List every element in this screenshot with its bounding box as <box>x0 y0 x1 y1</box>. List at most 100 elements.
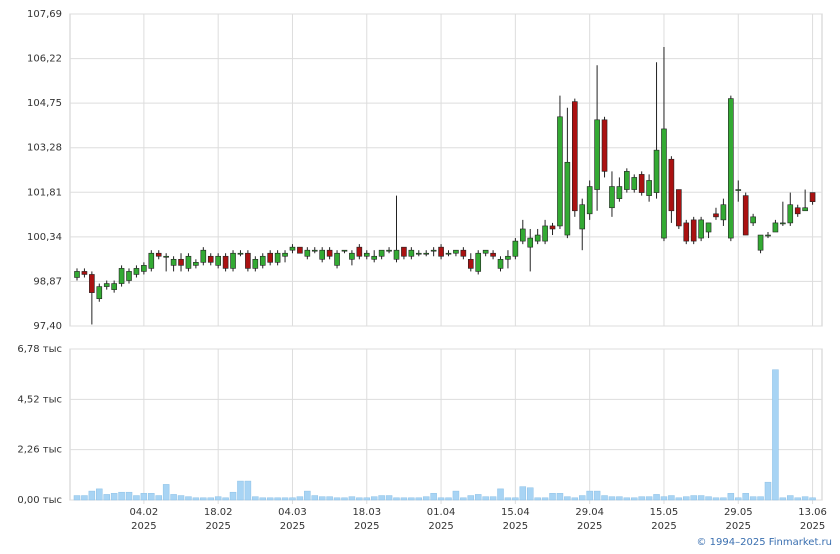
volume-bar <box>727 493 735 501</box>
candle-body <box>118 268 125 284</box>
volume-bar <box>742 493 749 501</box>
volume-bar <box>578 495 586 501</box>
volume-bar <box>430 493 437 501</box>
volume-bar <box>415 497 423 501</box>
volume-bar <box>222 497 229 501</box>
volume-bar <box>764 481 772 501</box>
candle-body <box>534 234 541 242</box>
volume-bar <box>400 497 408 501</box>
candle-body <box>297 246 303 254</box>
candle-body <box>549 225 556 230</box>
volume-bar <box>177 495 185 501</box>
volume-bar <box>787 495 794 501</box>
candle-body <box>646 180 652 196</box>
candle-body <box>334 252 340 266</box>
candle-body <box>89 274 95 293</box>
candle-body <box>616 186 623 199</box>
volume-bar <box>683 496 690 501</box>
candle-body <box>631 177 638 190</box>
candle-body <box>750 216 756 224</box>
volume-bar <box>779 497 787 501</box>
volume-bar <box>252 496 259 501</box>
candle-body <box>148 252 155 269</box>
candle-body <box>155 252 162 257</box>
volume-bar <box>452 490 460 501</box>
candle-body <box>787 204 794 224</box>
volume-bar <box>720 497 727 501</box>
volume-bar <box>601 495 608 501</box>
candle-body <box>363 252 370 257</box>
candle-body <box>445 252 452 255</box>
volume-bar <box>81 495 88 501</box>
y-tick-label: 2,26 тыс <box>17 445 62 456</box>
volume-bar <box>556 493 564 501</box>
candle-body <box>81 271 88 275</box>
volume-bar <box>363 497 371 501</box>
volume-bar <box>378 495 385 501</box>
volume-bar <box>705 496 712 501</box>
candle-body <box>341 249 348 252</box>
volume-bar <box>586 490 593 501</box>
volume-bar <box>422 496 430 501</box>
candle-body <box>713 213 719 218</box>
candle-body <box>259 255 266 266</box>
x-tick-year: 2025 <box>726 521 751 532</box>
candle-body <box>74 271 80 278</box>
candle-body <box>676 189 682 227</box>
volume-bar <box>192 497 200 501</box>
y-tick-label: 4,52 тыс <box>17 394 62 405</box>
volume-bar <box>244 480 252 501</box>
candle-body <box>683 222 690 242</box>
candle-body <box>453 249 459 254</box>
x-tick-label: 15.05 <box>650 507 679 518</box>
candle-body <box>460 249 467 257</box>
volume-bar <box>638 496 645 501</box>
volume-bar <box>623 497 631 501</box>
volume-bar <box>697 495 705 501</box>
candle-body <box>230 252 236 269</box>
volume-bar <box>266 497 274 501</box>
candle-body <box>96 286 103 300</box>
candle-body <box>705 222 712 233</box>
plot-area <box>69 13 823 327</box>
candle-body <box>304 249 311 257</box>
candle-body <box>245 252 251 269</box>
volume-bar <box>96 488 103 501</box>
candle-body <box>757 234 764 251</box>
volume-bar <box>712 497 720 501</box>
volume-bar <box>311 495 319 501</box>
volume-bar <box>593 490 601 501</box>
candle-body <box>609 186 615 209</box>
candle-body <box>794 207 801 215</box>
volume-bar <box>467 495 475 501</box>
volume-bar <box>549 493 556 501</box>
volume-bar <box>259 497 266 501</box>
candle-body <box>475 252 482 272</box>
candle-body <box>809 192 816 202</box>
candle-body <box>557 116 563 227</box>
x-tick-year: 2025 <box>651 521 676 532</box>
candle-body <box>215 255 221 266</box>
volume-bar <box>564 496 571 501</box>
candle-body <box>467 258 474 269</box>
candle-body <box>200 249 207 263</box>
x-tick-label: 15.04 <box>501 507 530 518</box>
candle-body <box>765 234 771 237</box>
candle-body <box>415 252 422 255</box>
x-tick-year: 2025 <box>503 521 528 532</box>
y-tick-label: 107,69 <box>27 9 62 20</box>
candle-body <box>311 249 318 252</box>
x-tick-year: 2025 <box>205 521 230 532</box>
candle-body <box>802 207 808 212</box>
volume-bar <box>645 496 653 501</box>
candle-body <box>661 128 667 239</box>
candle-body <box>594 119 600 190</box>
candle-body <box>653 149 660 193</box>
volume-bar <box>140 493 148 501</box>
candle-body <box>780 222 786 225</box>
volume-bar <box>497 488 504 501</box>
candle-body <box>141 265 147 272</box>
volume-bar <box>749 496 757 501</box>
candle-body <box>505 255 511 260</box>
y-tick-label: 104,75 <box>27 98 62 109</box>
